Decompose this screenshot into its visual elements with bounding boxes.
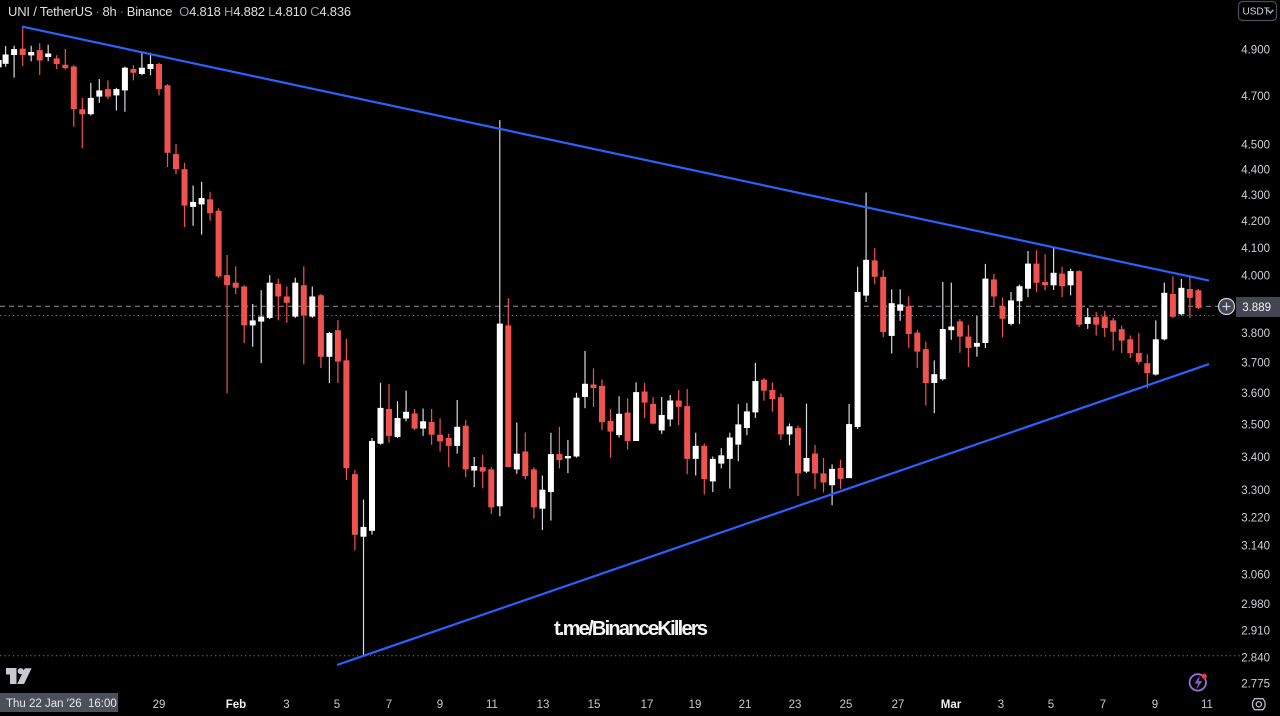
svg-text:11: 11 (1201, 699, 1213, 711)
svg-text:3.889: 3.889 (1242, 302, 1271, 314)
svg-text:9: 9 (1152, 699, 1158, 711)
svg-text:4.200: 4.200 (1241, 216, 1270, 228)
svg-text:27: 27 (892, 699, 905, 711)
svg-text:2.980: 2.980 (1241, 599, 1270, 611)
svg-text:5: 5 (334, 699, 340, 711)
svg-text:15: 15 (588, 699, 601, 711)
svg-text:17: 17 (641, 699, 654, 711)
svg-text:3.800: 3.800 (1241, 328, 1270, 340)
svg-text:Feb: Feb (226, 699, 246, 711)
svg-text:3.500: 3.500 (1241, 420, 1270, 432)
svg-text:11: 11 (486, 699, 498, 711)
svg-text:3.220: 3.220 (1241, 513, 1270, 525)
svg-text:4.100: 4.100 (1241, 243, 1270, 255)
svg-text:3.700: 3.700 (1241, 358, 1270, 370)
svg-text:USDT: USDT (1243, 7, 1270, 18)
svg-text:3.060: 3.060 (1241, 569, 1270, 581)
svg-text:21: 21 (739, 699, 752, 711)
svg-text:3.400: 3.400 (1241, 452, 1270, 464)
svg-text:4.400: 4.400 (1241, 164, 1270, 176)
svg-text:7: 7 (386, 699, 392, 711)
svg-text:16:00: 16:00 (88, 698, 117, 710)
svg-text:3: 3 (283, 699, 289, 711)
svg-text:29: 29 (153, 699, 166, 711)
svg-text:2.775: 2.775 (1241, 678, 1270, 690)
svg-text:Thu 22 Jan ′26: Thu 22 Jan ′26 (6, 698, 82, 710)
svg-text:4.900: 4.900 (1241, 44, 1270, 56)
svg-text:9: 9 (437, 699, 443, 711)
svg-text:4.300: 4.300 (1241, 190, 1270, 202)
svg-text:3: 3 (998, 699, 1004, 711)
svg-text:23: 23 (789, 699, 802, 711)
svg-text:19: 19 (689, 699, 702, 711)
svg-text:Mar: Mar (941, 699, 962, 711)
svg-text:3.300: 3.300 (1241, 485, 1270, 497)
svg-text:7: 7 (1100, 699, 1106, 711)
svg-text:13: 13 (537, 699, 550, 711)
svg-text:3.600: 3.600 (1241, 388, 1270, 400)
svg-text:2.910: 2.910 (1241, 625, 1270, 637)
svg-text:4.700: 4.700 (1241, 91, 1270, 103)
svg-text:3.140: 3.140 (1241, 541, 1270, 553)
svg-text:25: 25 (840, 699, 853, 711)
svg-text:5: 5 (1048, 699, 1054, 711)
svg-text:2.840: 2.840 (1241, 653, 1270, 665)
svg-text:4.000: 4.000 (1241, 271, 1270, 283)
svg-text:t.me/BinanceKillers: t.me/BinanceKillers (554, 618, 708, 640)
svg-text:4.500: 4.500 (1241, 139, 1270, 151)
